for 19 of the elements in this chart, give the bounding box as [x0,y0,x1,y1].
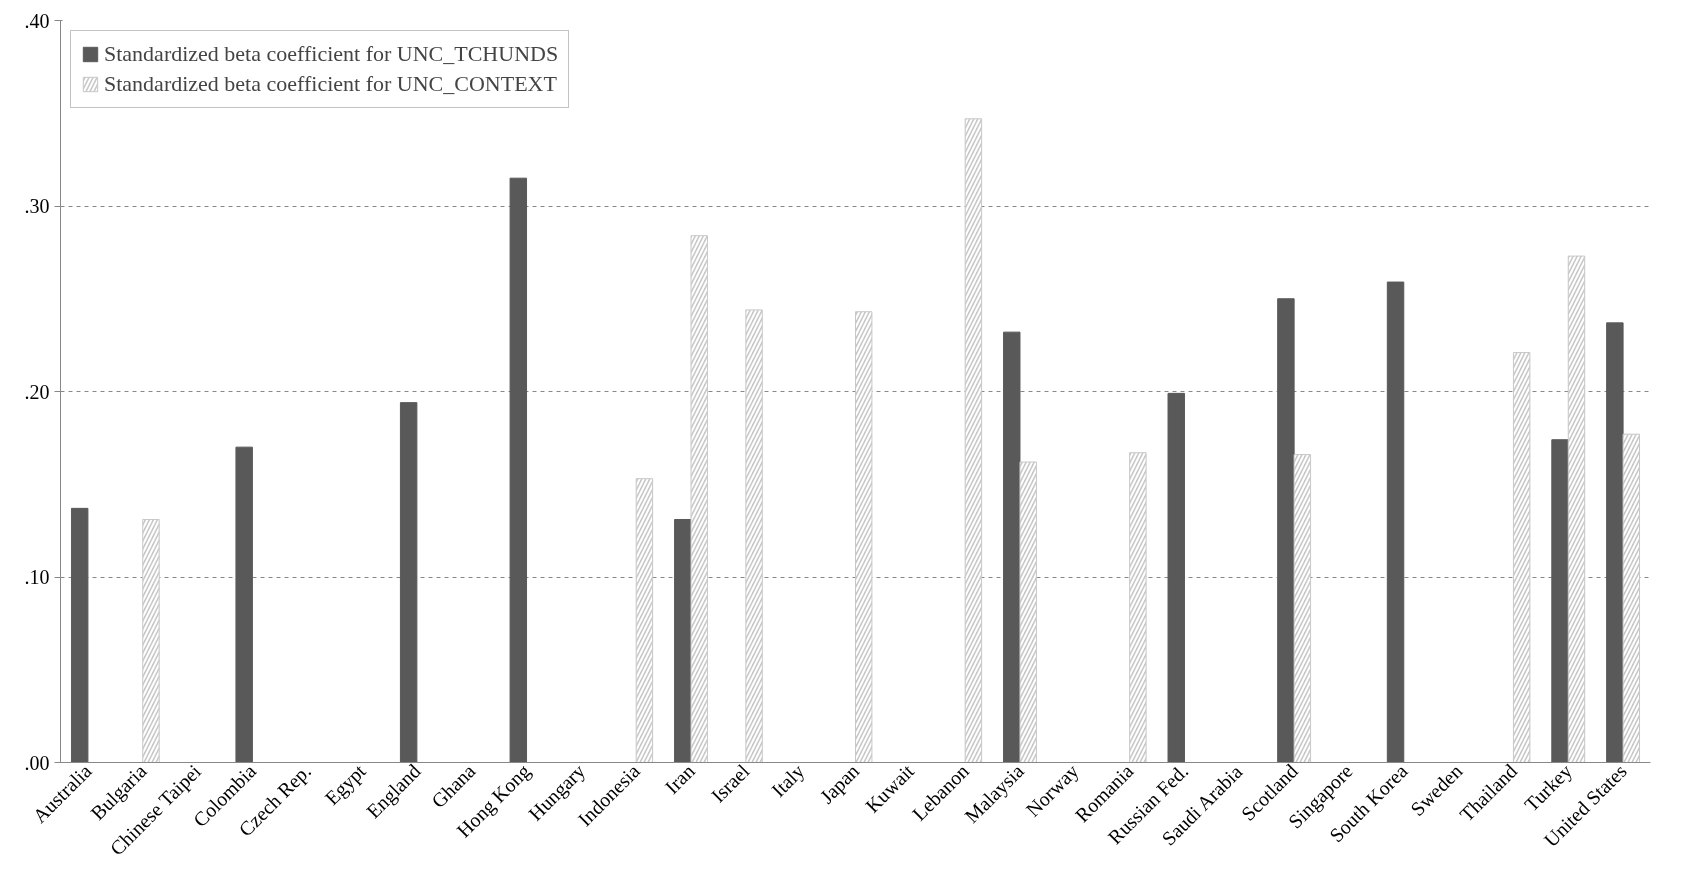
x-tick-label: Italy [766,759,810,802]
legend-label: Standardized beta coefficient for UNC_CONTEXT [104,71,557,97]
y-tick-label: .30 [24,195,50,217]
bar [70,507,89,763]
y-tick-label: .10 [24,566,50,588]
legend-label: Standardized beta coefficient for UNC_TCHUNDS [104,41,559,67]
bar [1606,322,1624,763]
bar [1386,281,1405,763]
bar [1551,439,1569,763]
bar [674,518,692,763]
bar [235,446,253,763]
bar [399,402,418,763]
y-tick-label: .20 [24,380,50,403]
bar [1277,298,1295,763]
bar [1167,392,1185,763]
x-tick-label: Iran [660,759,699,799]
bar [509,177,528,763]
bar [1003,331,1021,763]
y-tick-label: .40 [24,9,50,32]
